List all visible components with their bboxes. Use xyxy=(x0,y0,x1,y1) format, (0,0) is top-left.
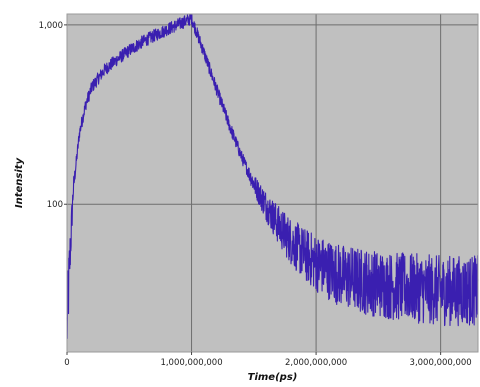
x-tick-label: 0 xyxy=(64,358,69,368)
x-axis-title: Time(ps) xyxy=(248,372,298,382)
series-layer xyxy=(66,13,479,340)
tick-labels: 0 1,000,000,000 2,000,000,000 3,000,000,000… xyxy=(39,21,472,368)
x-tick-label: 1,000,000,000 xyxy=(160,358,222,368)
x-tick-label: 3,000,000,000 xyxy=(410,358,472,368)
y-tick-label: 100 xyxy=(47,200,63,210)
plot-frame xyxy=(66,13,479,353)
y-tick-label: 1,000 xyxy=(39,21,63,31)
x-tick-label: 2,000,000,000 xyxy=(285,358,347,368)
series-line xyxy=(66,13,479,340)
y-axis-title: Intensity xyxy=(14,157,25,208)
